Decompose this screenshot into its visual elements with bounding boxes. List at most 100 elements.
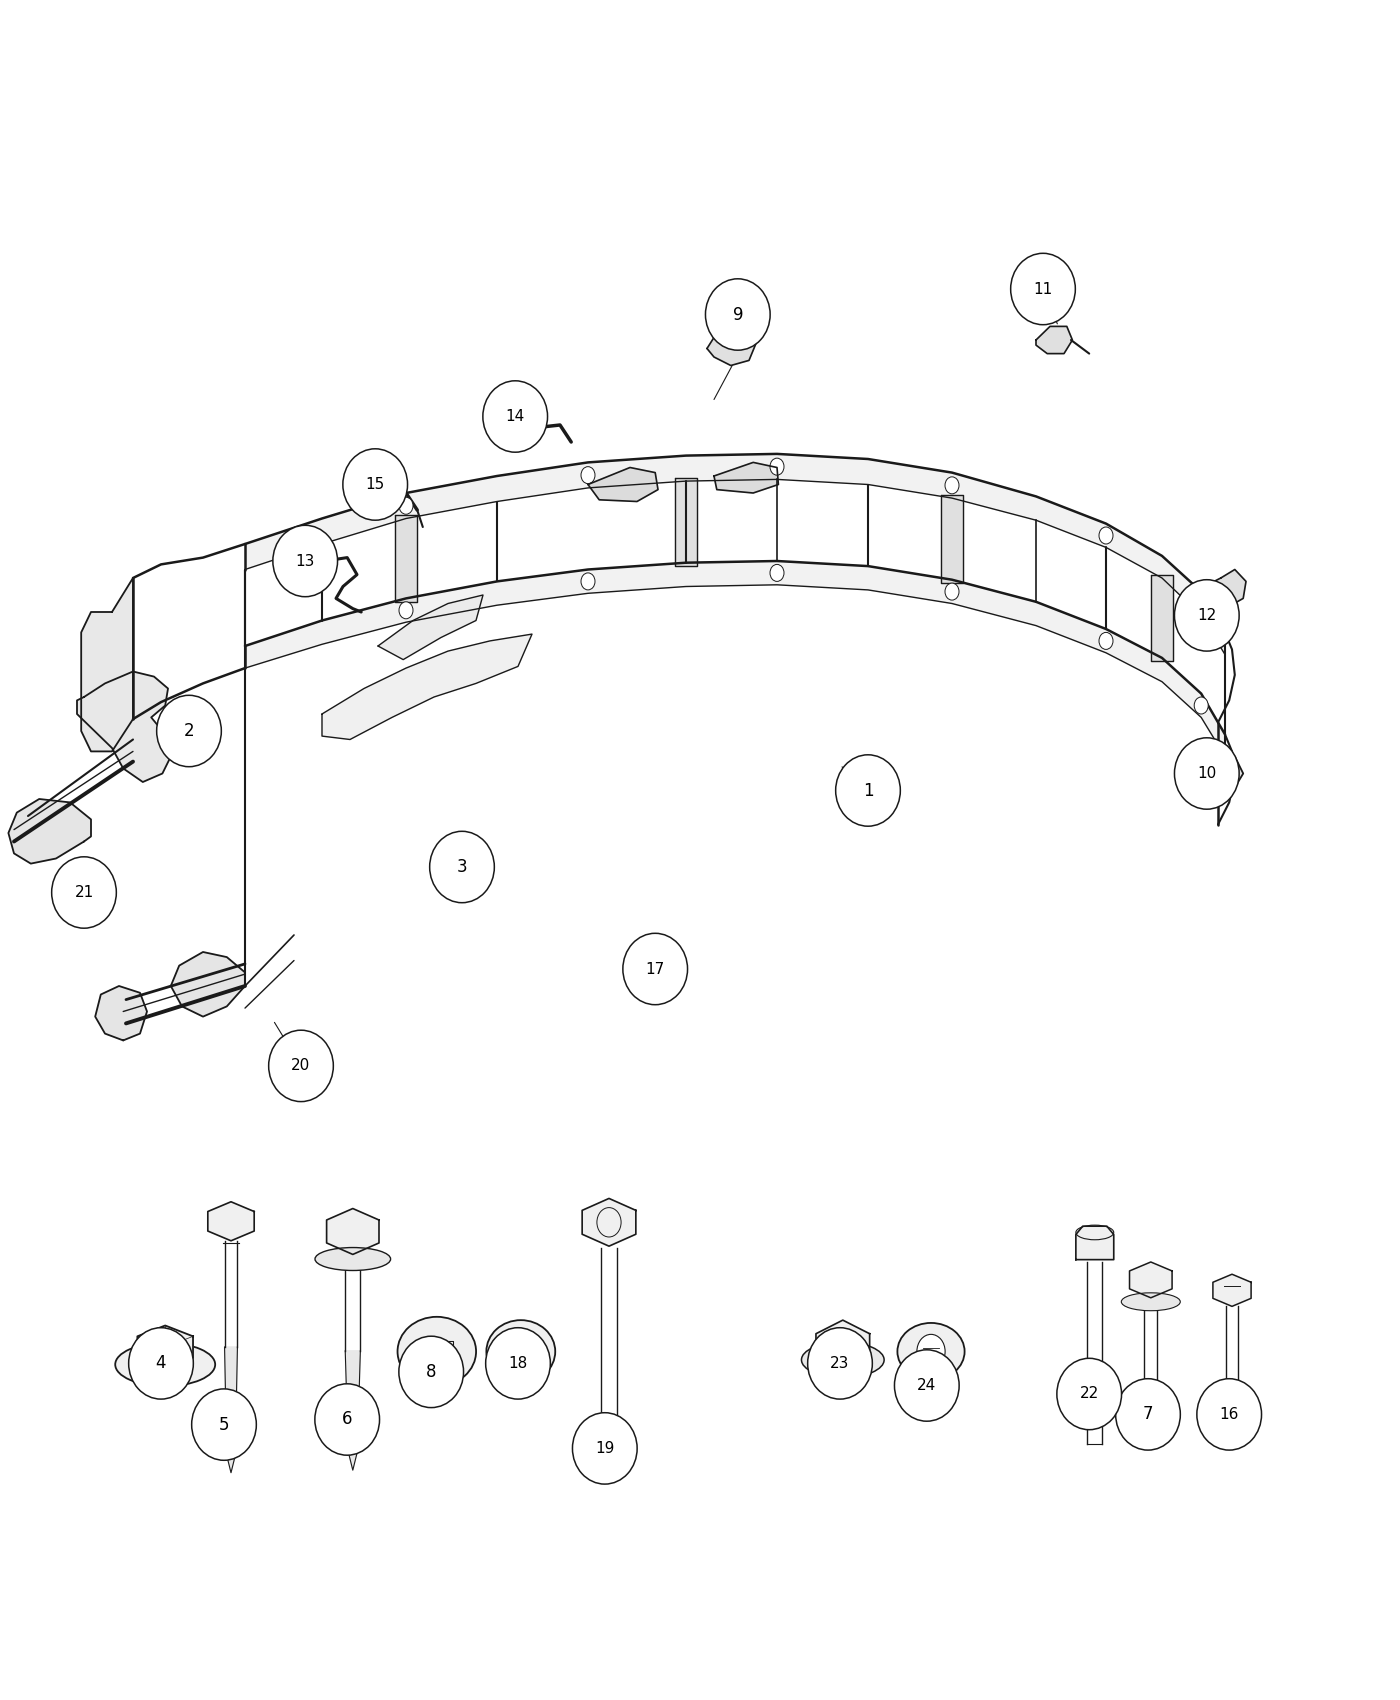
Ellipse shape <box>1175 580 1239 651</box>
Polygon shape <box>245 454 1225 654</box>
Ellipse shape <box>129 1328 193 1399</box>
Circle shape <box>399 602 413 619</box>
Text: 2: 2 <box>183 722 195 740</box>
Text: 5: 5 <box>218 1416 230 1433</box>
Ellipse shape <box>399 1336 463 1408</box>
Polygon shape <box>588 468 658 502</box>
Polygon shape <box>395 515 417 602</box>
Text: 24: 24 <box>917 1379 937 1392</box>
Text: 12: 12 <box>1197 609 1217 622</box>
Circle shape <box>399 498 413 515</box>
Ellipse shape <box>486 1321 556 1382</box>
Polygon shape <box>378 595 483 660</box>
Ellipse shape <box>315 1248 391 1270</box>
Ellipse shape <box>1116 1379 1180 1450</box>
Text: 19: 19 <box>595 1442 615 1455</box>
Ellipse shape <box>52 857 116 928</box>
Ellipse shape <box>486 1328 550 1399</box>
Circle shape <box>581 573 595 590</box>
Ellipse shape <box>623 933 687 1005</box>
Polygon shape <box>714 462 778 493</box>
Text: 6: 6 <box>342 1411 353 1428</box>
Circle shape <box>917 1334 945 1368</box>
Text: 3: 3 <box>456 858 468 876</box>
Polygon shape <box>1036 326 1072 354</box>
Text: 9: 9 <box>732 306 743 323</box>
Polygon shape <box>941 495 963 583</box>
Text: 16: 16 <box>1219 1408 1239 1421</box>
Text: 1: 1 <box>862 782 874 799</box>
Ellipse shape <box>895 1350 959 1421</box>
Circle shape <box>581 468 595 484</box>
Polygon shape <box>77 672 171 782</box>
Polygon shape <box>137 1326 193 1368</box>
Polygon shape <box>816 1321 869 1375</box>
Polygon shape <box>707 320 756 366</box>
Text: 10: 10 <box>1197 767 1217 780</box>
Text: 4: 4 <box>155 1355 167 1372</box>
Ellipse shape <box>1197 1379 1261 1450</box>
Ellipse shape <box>505 1338 536 1365</box>
Circle shape <box>1099 632 1113 649</box>
Ellipse shape <box>1121 1292 1180 1311</box>
Ellipse shape <box>897 1323 965 1380</box>
Ellipse shape <box>192 1389 256 1460</box>
Polygon shape <box>1075 1226 1114 1260</box>
Text: 13: 13 <box>295 554 315 568</box>
Polygon shape <box>1212 1275 1252 1306</box>
Ellipse shape <box>315 1384 379 1455</box>
Text: 15: 15 <box>365 478 385 491</box>
Ellipse shape <box>836 755 900 826</box>
Text: 18: 18 <box>508 1357 528 1370</box>
Ellipse shape <box>157 695 221 767</box>
Text: 17: 17 <box>645 962 665 976</box>
Ellipse shape <box>1011 253 1075 325</box>
Text: 22: 22 <box>1079 1387 1099 1401</box>
Circle shape <box>1194 595 1208 612</box>
Polygon shape <box>1187 751 1243 802</box>
Polygon shape <box>421 1341 452 1362</box>
Text: 20: 20 <box>291 1059 311 1073</box>
Ellipse shape <box>573 1413 637 1484</box>
Polygon shape <box>245 561 1225 756</box>
Circle shape <box>833 1336 853 1358</box>
Circle shape <box>1194 697 1208 714</box>
Circle shape <box>770 564 784 581</box>
Polygon shape <box>1151 575 1173 661</box>
Circle shape <box>630 942 647 962</box>
Polygon shape <box>1130 1261 1172 1297</box>
Polygon shape <box>326 1209 379 1255</box>
Polygon shape <box>171 952 245 1017</box>
Circle shape <box>1099 527 1113 544</box>
Ellipse shape <box>801 1341 885 1377</box>
Ellipse shape <box>483 381 547 452</box>
Circle shape <box>155 1334 175 1360</box>
Polygon shape <box>346 1352 360 1470</box>
Polygon shape <box>224 1346 238 1472</box>
Polygon shape <box>8 799 91 864</box>
Ellipse shape <box>115 1343 216 1385</box>
Text: 8: 8 <box>426 1363 437 1380</box>
Ellipse shape <box>273 525 337 597</box>
Circle shape <box>945 478 959 495</box>
Polygon shape <box>322 634 532 740</box>
Polygon shape <box>207 1202 255 1241</box>
Ellipse shape <box>1057 1358 1121 1430</box>
Text: 11: 11 <box>1033 282 1053 296</box>
Text: 7: 7 <box>1142 1406 1154 1423</box>
Polygon shape <box>95 986 147 1040</box>
Ellipse shape <box>1175 738 1239 809</box>
Ellipse shape <box>706 279 770 350</box>
Polygon shape <box>582 1198 636 1246</box>
Polygon shape <box>675 478 697 566</box>
Ellipse shape <box>808 1328 872 1399</box>
Text: 14: 14 <box>505 410 525 423</box>
Ellipse shape <box>343 449 407 520</box>
Text: 23: 23 <box>830 1357 850 1370</box>
Ellipse shape <box>269 1030 333 1102</box>
Text: 21: 21 <box>74 886 94 899</box>
Circle shape <box>770 457 784 474</box>
Ellipse shape <box>430 831 494 903</box>
Polygon shape <box>81 578 133 751</box>
Polygon shape <box>1204 570 1246 609</box>
